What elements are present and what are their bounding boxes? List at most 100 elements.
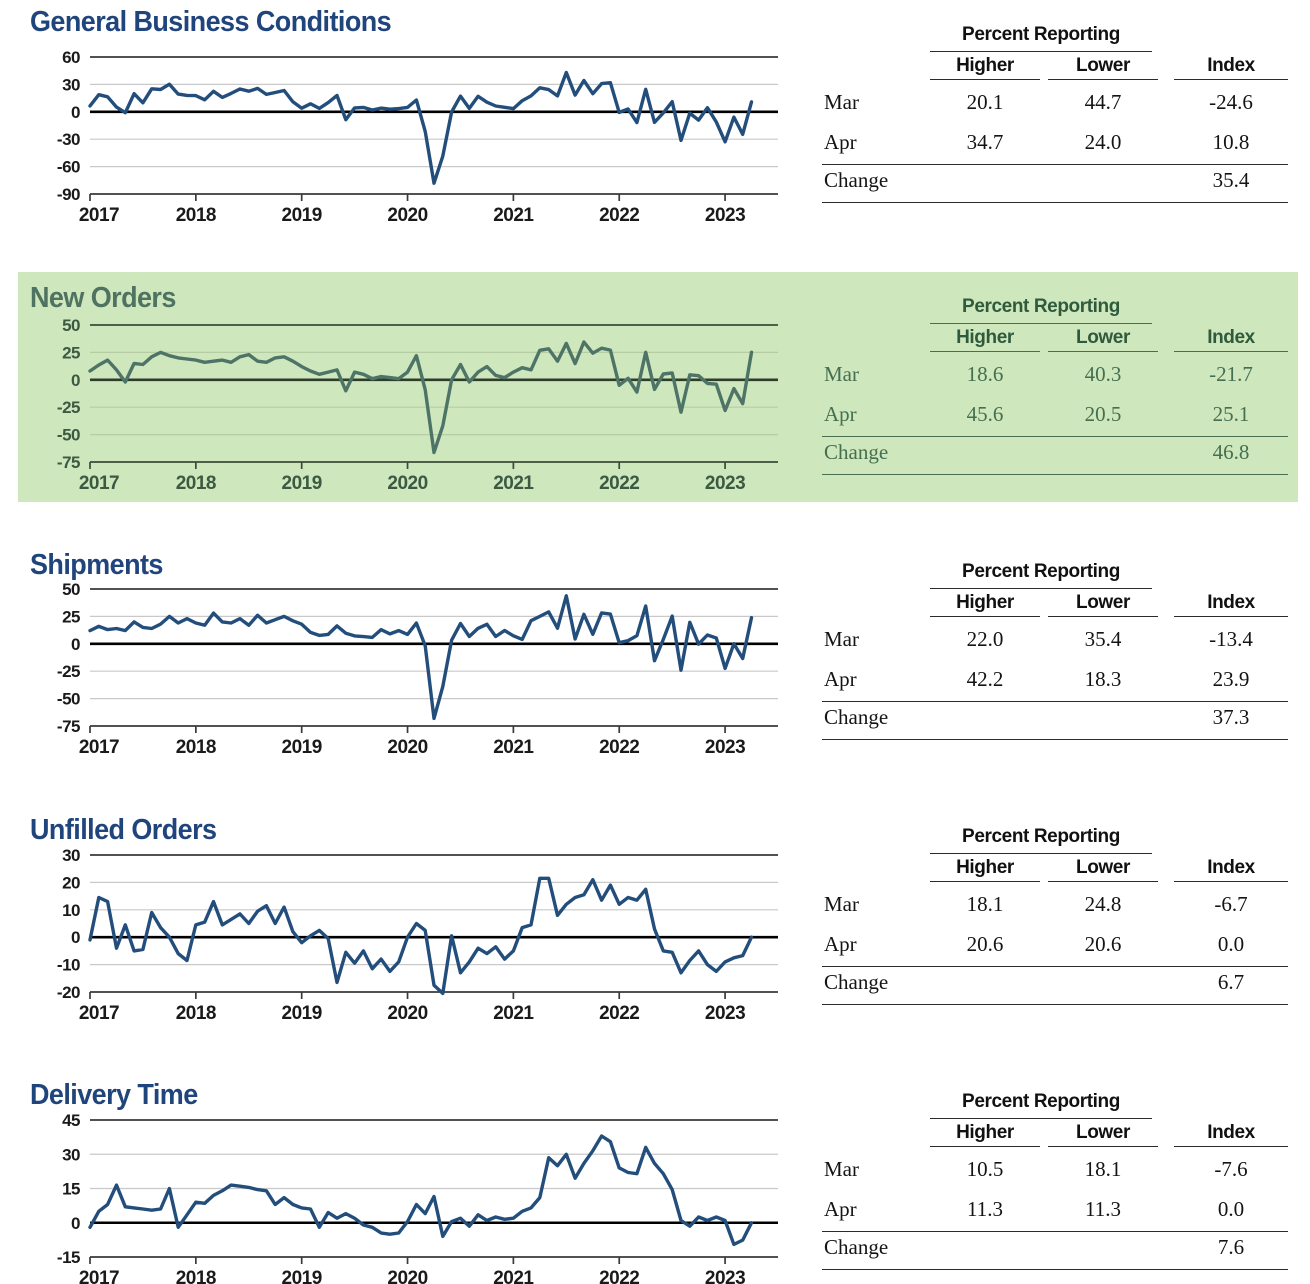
svg-text:2023: 2023	[705, 737, 745, 758]
row-label: Change	[824, 1235, 889, 1259]
table-rule	[822, 966, 1288, 967]
row-label: Mar	[824, 627, 859, 651]
table-rule	[822, 474, 1288, 475]
svg-text:2019: 2019	[282, 1003, 322, 1024]
table-row-mar: Mar 20.1 44.7 -24.6	[822, 90, 1288, 122]
svg-text:45: 45	[62, 1111, 80, 1130]
row-label: Mar	[824, 362, 859, 386]
svg-text:2022: 2022	[599, 205, 639, 226]
table-group-header: Percent Reporting	[930, 1091, 1152, 1119]
table-row-apr: Apr 20.6 20.6 0.0	[822, 932, 1288, 964]
svg-text:2017: 2017	[79, 737, 119, 758]
svg-text:-15: -15	[57, 1248, 80, 1267]
value-cell: 20.1	[966, 90, 1004, 114]
value-cell: 37.3	[1212, 705, 1250, 729]
svg-text:2018: 2018	[176, 473, 216, 494]
table-row-apr: Apr 11.3 11.3 0.0	[822, 1197, 1288, 1229]
table-row-mar: Mar 18.6 40.3 -21.7	[822, 362, 1288, 394]
table-rule	[822, 1231, 1288, 1232]
svg-text:-75: -75	[57, 453, 80, 472]
value-cell: 45.6	[966, 402, 1004, 426]
row-label: Apr	[824, 1197, 857, 1221]
svg-text:2019: 2019	[282, 205, 322, 226]
column-header-higher: Higher	[930, 592, 1040, 617]
value-cell: -13.4	[1209, 627, 1253, 651]
column-header-lower: Lower	[1048, 857, 1158, 882]
column-header-higher: Higher	[930, 327, 1040, 352]
value-cell: 6.7	[1217, 970, 1245, 994]
svg-text:2022: 2022	[599, 1268, 639, 1284]
table-row-change: Change 6.7	[822, 970, 1288, 1002]
svg-text:2020: 2020	[387, 205, 427, 226]
value-cell: -24.6	[1209, 90, 1253, 114]
value-cell: 0.0	[1217, 932, 1245, 956]
value-cell: 25.1	[1212, 402, 1250, 426]
row-label: Change	[824, 440, 889, 464]
svg-text:30: 30	[62, 75, 80, 94]
table-row-mar: Mar 22.0 35.4 -13.4	[822, 627, 1288, 659]
svg-text:2018: 2018	[176, 1003, 216, 1024]
row-label: Mar	[824, 892, 859, 916]
svg-text:50: 50	[62, 580, 80, 599]
value-cell: 18.1	[966, 892, 1004, 916]
row-label: Change	[824, 970, 889, 994]
value-cell: 20.6	[1084, 932, 1122, 956]
value-cell: 42.2	[966, 667, 1004, 691]
svg-text:2022: 2022	[599, 737, 639, 758]
table-group-header: Percent Reporting	[930, 561, 1152, 589]
svg-text:2019: 2019	[282, 737, 322, 758]
svg-text:2021: 2021	[493, 1268, 534, 1284]
svg-text:2020: 2020	[387, 737, 427, 758]
value-cell: 10.8	[1212, 130, 1250, 154]
new-orders-highlight-band	[18, 272, 1298, 502]
value-cell: 20.6	[966, 932, 1004, 956]
table-row-mar: Mar 18.1 24.8 -6.7	[822, 892, 1288, 924]
table-group-header: Percent Reporting	[930, 24, 1152, 52]
row-label: Apr	[824, 667, 857, 691]
svg-text:15: 15	[62, 1180, 80, 1199]
svg-text:2021: 2021	[493, 737, 534, 758]
percent-reporting-table: Percent Reporting Higher Lower Index Mar…	[822, 24, 1288, 206]
svg-text:-25: -25	[57, 398, 80, 417]
row-label: Apr	[824, 402, 857, 426]
section-title: General Business Conditions	[30, 6, 392, 38]
table-row-change: Change 46.8	[822, 440, 1288, 472]
value-cell: 0.0	[1217, 1197, 1245, 1221]
svg-text:2020: 2020	[387, 1003, 427, 1024]
svg-text:2017: 2017	[79, 473, 119, 494]
column-header-higher: Higher	[930, 1122, 1040, 1147]
svg-text:2023: 2023	[705, 1003, 745, 1024]
value-cell: -7.6	[1214, 1157, 1248, 1181]
row-label: Mar	[824, 1157, 859, 1181]
svg-text:2019: 2019	[282, 1268, 322, 1284]
value-cell: 18.3	[1084, 667, 1122, 691]
value-cell: 18.6	[966, 362, 1004, 386]
table-rule	[822, 164, 1288, 165]
value-cell: 22.0	[966, 627, 1004, 651]
row-label: Change	[824, 705, 889, 729]
section-title: Shipments	[30, 549, 163, 581]
column-header-lower: Lower	[1048, 592, 1158, 617]
svg-text:0: 0	[71, 635, 80, 654]
svg-text:2023: 2023	[705, 473, 745, 494]
column-header-lower: Lower	[1048, 55, 1158, 80]
value-cell: 44.7	[1084, 90, 1122, 114]
column-header-index: Index	[1174, 1122, 1288, 1147]
svg-text:-90: -90	[57, 185, 80, 204]
table-row-apr: Apr 42.2 18.3 23.9	[822, 667, 1288, 699]
section-title: New Orders	[30, 282, 176, 314]
column-header-lower: Lower	[1048, 1122, 1158, 1147]
value-cell: 7.6	[1217, 1235, 1245, 1259]
svg-text:2021: 2021	[493, 1003, 534, 1024]
svg-text:0: 0	[71, 1214, 80, 1233]
row-label: Apr	[824, 932, 857, 956]
value-cell: 11.3	[967, 1197, 1003, 1221]
svg-text:2017: 2017	[79, 1003, 119, 1024]
svg-text:0: 0	[71, 371, 80, 390]
table-rule	[822, 1269, 1288, 1270]
svg-text:-50: -50	[57, 690, 80, 709]
